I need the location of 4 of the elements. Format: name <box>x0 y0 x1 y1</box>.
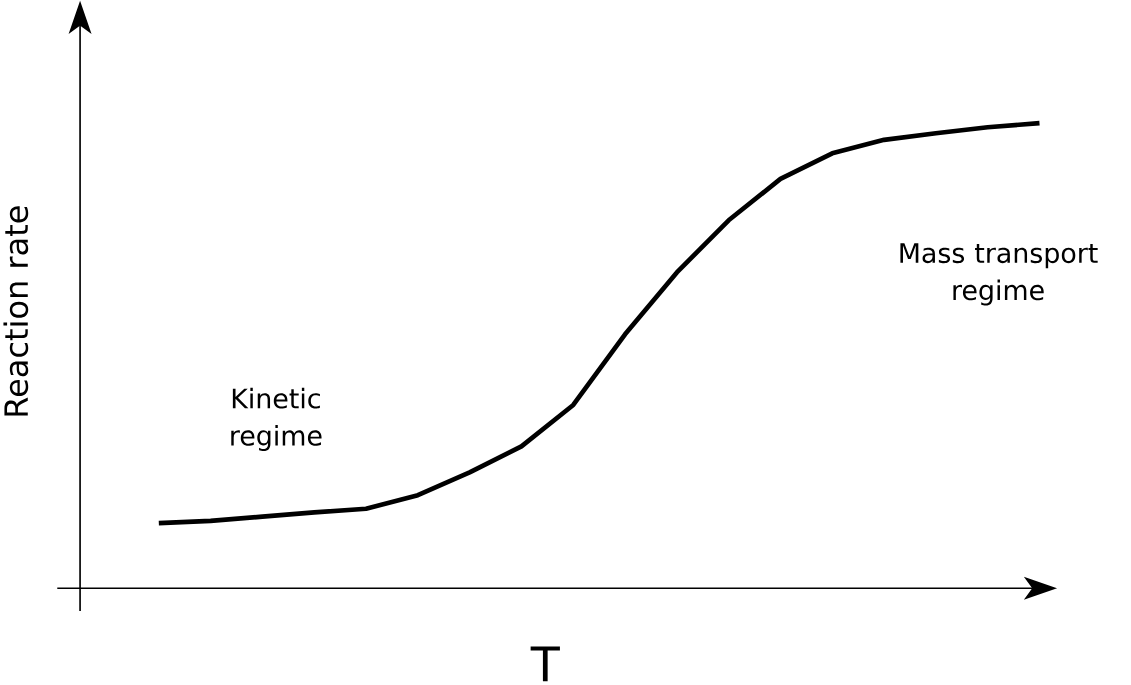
y-axis-title: Reaction rate <box>3 206 29 416</box>
annotation: Kinetic regime <box>231 387 322 452</box>
annotation: Mass transport regime <box>900 243 1098 306</box>
x-axis-title: T <box>530 646 560 682</box>
